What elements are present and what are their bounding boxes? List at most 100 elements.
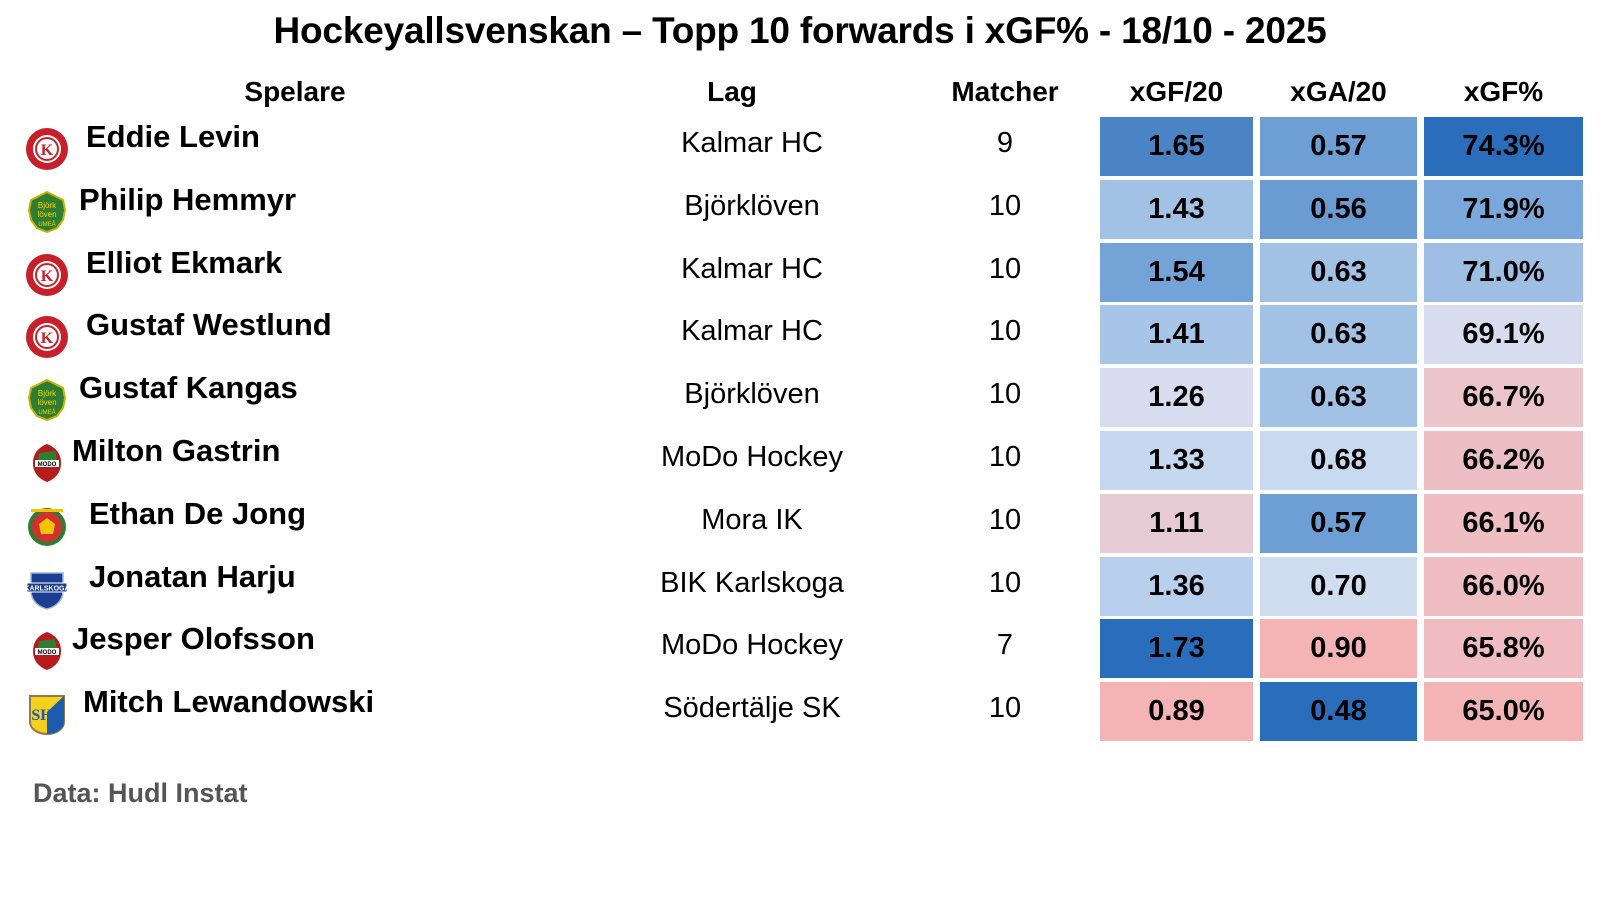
player-name: Milton Gastrin — [72, 433, 281, 468]
header-xga20: xGA/20 — [1290, 76, 1387, 107]
xgfpct-cell: 69.1% — [1424, 305, 1583, 365]
team-name: Björklöven — [684, 189, 820, 222]
table-row: K Elliot Ekmark Kalmar HC 10 1.54 0.63 71.0% — [0, 242, 1600, 303]
xgf20-cell: 1.41 — [1100, 305, 1253, 365]
header-games: Matcher — [951, 76, 1059, 107]
games-played: 10 — [988, 441, 1022, 473]
player-name: Jonatan Harju — [89, 558, 296, 594]
svg-text:K: K — [41, 142, 54, 159]
table-row: MODO Milton Gastrin MoDo Hockey 10 1.33 0.68 6… — [0, 431, 1600, 491]
modo-hockey-logo-icon: MODO — [25, 629, 69, 673]
games-played: 10 — [988, 503, 1022, 536]
xgfpct-cell: 66.7% — [1424, 368, 1583, 428]
xga20-cell: 0.63 — [1260, 242, 1417, 302]
table-row: MODO Jesper Olofsson MoDo Hockey 7 1.73 0.90 6… — [0, 619, 1600, 679]
svg-text:SH: SH — [31, 707, 53, 724]
xgfpct-cell: 66.1% — [1424, 493, 1583, 553]
xgf20-cell: 1.73 — [1100, 619, 1253, 679]
data-source: Data: Hudl Instat — [33, 778, 248, 808]
xgf20-cell: 1.65 — [1100, 117, 1253, 176]
svg-text:K: K — [41, 330, 54, 347]
bik-karlskoga-logo-icon: KARLSKOGA — [24, 567, 70, 611]
sodertalje-sk-logo-icon: SH — [25, 692, 69, 736]
xga20-cell: 0.57 — [1260, 117, 1417, 176]
player-name: Gustaf Westlund — [86, 307, 332, 343]
xgf20-cell: 0.89 — [1100, 682, 1253, 742]
svg-text:UMEÅ: UMEÅ — [38, 409, 55, 416]
xgf20-cell: 1.26 — [1100, 368, 1253, 428]
bjorkloven-logo-icon: Björk löven UMEÅ — [25, 378, 69, 422]
xgf20-cell: 1.11 — [1100, 493, 1253, 553]
bjorkloven-logo-icon: Björk löven UMEÅ — [25, 190, 69, 234]
header-team: Lag — [707, 76, 757, 107]
player-name: Ethan De Jong — [89, 495, 307, 531]
games-played: 10 — [988, 189, 1022, 222]
team-name: Kalmar HC — [681, 252, 823, 285]
team-name: BIK Karlskoga — [660, 566, 844, 599]
team-name: Kalmar HC — [681, 127, 823, 159]
table-row: K Gustaf Westlund Kalmar HC 10 1.41 0.63 69.1% — [0, 305, 1600, 365]
table-row: KARLSKOGA Jonatan Harju BIK Karlskoga 10 1.3… — [0, 556, 1600, 617]
xgf20-cell: 1.54 — [1100, 242, 1253, 302]
xgfpct-cell: 71.0% — [1424, 242, 1583, 302]
player-name: Mitch Lewandowski — [83, 684, 375, 720]
header-xgf20: xGF/20 — [1129, 76, 1224, 107]
table-row: Björk löven UMEÅ Gustaf Kangas Björklöven 10 1… — [0, 368, 1600, 428]
svg-text:UMEÅ: UMEÅ — [38, 221, 55, 228]
team-name: Kalmar HC — [681, 315, 823, 348]
svg-text:KARLSKOGA: KARLSKOGA — [25, 585, 69, 592]
player-name: Jesper Olofsson — [72, 621, 315, 657]
xga20-cell: 0.68 — [1260, 431, 1417, 490]
games-played: 10 — [988, 378, 1022, 411]
xga20-cell: 0.90 — [1260, 619, 1417, 679]
mora-ik-logo-icon — [25, 504, 69, 548]
xgfpct-cell: 71.9% — [1424, 179, 1583, 239]
xgfpct-cell: 65.8% — [1424, 619, 1583, 679]
svg-text:Björk: Björk — [38, 389, 57, 398]
team-name: Södertälje SK — [663, 692, 841, 725]
svg-text:MODO: MODO — [38, 650, 57, 656]
modo-hockey-logo-icon: MODO — [25, 441, 69, 485]
xgfpct-cell: 66.0% — [1424, 556, 1583, 616]
header-player: Spelare — [244, 76, 346, 107]
svg-text:Björk: Björk — [38, 201, 57, 210]
kalmar-hc-logo-icon: K — [25, 127, 69, 171]
xga20-cell: 0.63 — [1260, 305, 1417, 365]
player-name: Philip Hemmyr — [79, 181, 297, 217]
xgf20-cell: 1.33 — [1100, 431, 1253, 490]
xgf20-cell: 1.36 — [1100, 556, 1253, 616]
xga20-cell: 0.70 — [1260, 556, 1417, 616]
svg-text:MODO: MODO — [38, 462, 57, 468]
team-name: Björklöven — [684, 378, 820, 411]
svg-text:löven: löven — [37, 398, 56, 407]
games-played: 9 — [996, 127, 1014, 159]
xga20-cell: 0.48 — [1260, 682, 1417, 742]
xgfpct-cell: 74.3% — [1424, 117, 1583, 176]
table-row: Ethan De Jong Mora IK 10 1.11 0.57 66.1% — [0, 493, 1600, 554]
team-name: Mora IK — [701, 503, 803, 536]
chart-title: Hockeyallsvenskan – Topp 10 forwards i x… — [273, 10, 1327, 51]
games-played: 10 — [988, 566, 1022, 599]
xgfpct-cell: 66.2% — [1424, 431, 1583, 490]
games-played: 7 — [996, 629, 1014, 662]
team-name: MoDo Hockey — [660, 629, 844, 662]
xga20-cell: 0.56 — [1260, 179, 1417, 239]
games-played: 10 — [988, 315, 1022, 348]
kalmar-hc-logo-icon: K — [25, 253, 69, 297]
games-played: 10 — [988, 252, 1022, 285]
svg-text:löven: löven — [37, 210, 56, 219]
team-name: MoDo Hockey — [660, 441, 844, 473]
xgf20-cell: 1.43 — [1100, 179, 1253, 239]
xgfpct-cell: 65.0% — [1424, 682, 1583, 742]
table-row: SH Mitch Lewandowski Södertälje SK 10 0.89 0.… — [0, 682, 1600, 742]
svg-text:K: K — [41, 268, 54, 285]
table-row: K Eddie Levin Kalmar HC 9 1.65 0.57 74.3% — [0, 117, 1600, 177]
table-row: Björk löven UMEÅ Philip Hemmyr Björklöven 10 1… — [0, 179, 1600, 240]
xga20-cell: 0.63 — [1260, 368, 1417, 428]
header-xgfpct: xGF% — [1463, 76, 1544, 107]
xga20-cell: 0.57 — [1260, 493, 1417, 553]
player-name: Gustaf Kangas — [79, 370, 298, 406]
kalmar-hc-logo-icon: K — [25, 315, 69, 359]
player-name: Eddie Levin — [86, 119, 260, 154]
player-name: Elliot Ekmark — [86, 244, 283, 280]
